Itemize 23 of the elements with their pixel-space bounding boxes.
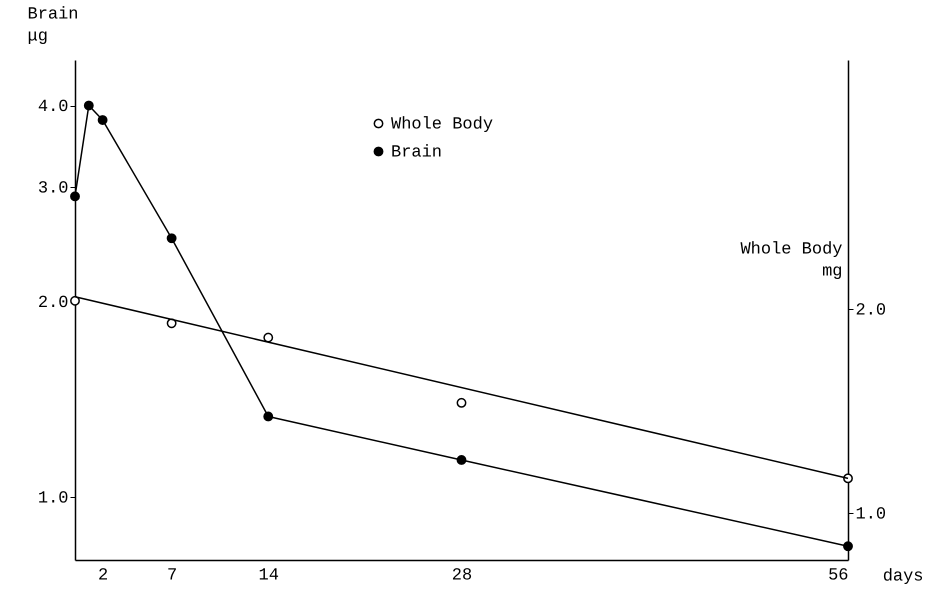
point — [70, 191, 80, 202]
y2-tick-label: 1.0 — [856, 506, 886, 525]
y2-tick-label: 2.0 — [856, 301, 886, 320]
y-tick-label: 3.0 — [38, 179, 68, 198]
x-tick-label: 7 — [167, 566, 178, 586]
point — [456, 455, 466, 465]
x-tick-label: 2 — [98, 566, 108, 586]
legend-label: Brain — [391, 144, 442, 162]
y-tick-label: 4.0 — [38, 98, 68, 118]
x-tick-label: 28 — [452, 566, 472, 586]
x-axis-title: days — [882, 568, 924, 586]
y2-axis-title: Whole Body mg — [740, 240, 842, 282]
x-tick-label: 56 — [828, 566, 848, 586]
point — [843, 541, 853, 552]
y-tick-label: 1.0 — [38, 489, 68, 508]
point — [166, 233, 177, 244]
point — [98, 115, 108, 125]
y-tick-label: 2.0 — [38, 294, 68, 313]
legend-label: Whole Body — [391, 116, 494, 134]
point — [84, 100, 94, 110]
x-tick-label: 14 — [258, 566, 279, 586]
point — [263, 412, 274, 422]
y-axis-title: Brain μg — [28, 6, 79, 46]
